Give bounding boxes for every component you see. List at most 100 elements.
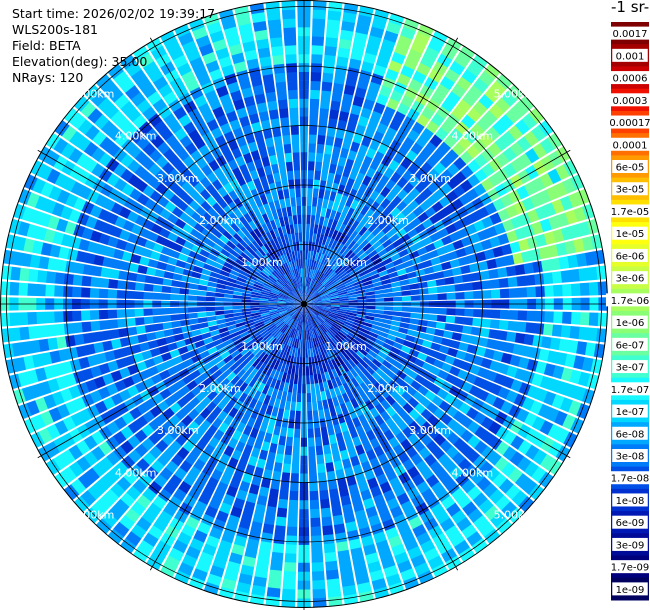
range-gate (188, 199, 201, 211)
range-gate (315, 327, 322, 337)
range-gate (367, 349, 378, 359)
range-gate (490, 80, 507, 97)
range-gate (486, 338, 498, 350)
range-gate (113, 348, 125, 360)
range-gate (495, 97, 511, 113)
range-gate (503, 342, 515, 354)
range-gate (124, 508, 141, 524)
range-gate (261, 287, 271, 292)
range-gate (307, 287, 313, 297)
range-gate (213, 429, 225, 441)
range-gate (287, 427, 294, 438)
range-gate (321, 300, 331, 303)
range-gate (345, 158, 355, 170)
range-gate (546, 185, 560, 201)
range-gate (354, 509, 367, 522)
range-gate (115, 357, 128, 369)
range-gate (539, 218, 553, 233)
range-gate (356, 248, 366, 258)
range-gate (114, 461, 129, 476)
range-gate (525, 322, 536, 334)
range-gate (498, 114, 514, 130)
range-gate (538, 246, 550, 260)
range-gate (372, 358, 382, 368)
range-gate (453, 437, 467, 452)
range-gate (204, 258, 216, 267)
range-gate (263, 333, 272, 341)
range-gate (326, 19, 341, 30)
range-gate (253, 283, 263, 289)
range-gate (347, 358, 357, 368)
range-gate (162, 322, 173, 330)
range-gate (47, 337, 59, 351)
range-gate (235, 322, 245, 328)
range-gate (172, 539, 188, 554)
range-gate (249, 367, 259, 378)
range-gate (230, 375, 240, 386)
range-gate (324, 246, 331, 256)
range-gate (328, 596, 343, 607)
range-gate (383, 489, 396, 502)
range-gate (444, 68, 460, 83)
range-gate (431, 113, 445, 127)
range-gate (279, 323, 287, 332)
range-gate (120, 440, 134, 455)
range-gate (385, 179, 397, 191)
range-gate (242, 314, 252, 319)
range-gate (329, 191, 337, 202)
range-gate (120, 168, 134, 182)
range-gate (217, 399, 228, 411)
range-gate (375, 298, 385, 302)
range-gate (386, 573, 402, 587)
range-gate (187, 307, 198, 313)
range-gate (310, 383, 316, 394)
range-gate (527, 209, 540, 223)
range-gate (338, 291, 348, 296)
range-gate (418, 281, 429, 289)
range-gate (343, 411, 352, 422)
range-gate (119, 260, 131, 271)
range-gate (187, 187, 200, 200)
range-gate (349, 230, 359, 241)
range-gate (495, 495, 511, 511)
range-gate (104, 246, 116, 258)
range-gate (306, 312, 310, 322)
range-gate (205, 360, 216, 370)
range-gate (412, 391, 425, 403)
range-gate (259, 296, 269, 300)
range-gate (419, 253, 431, 262)
range-gate (410, 40, 427, 54)
range-gate (202, 212, 213, 223)
range-gate (23, 238, 35, 253)
range-gate (245, 339, 255, 348)
range-gate (286, 306, 296, 310)
range-gate (311, 307, 321, 313)
range-gate (534, 323, 545, 335)
range-gate (461, 381, 474, 393)
range-gate (76, 212, 90, 226)
range-gate (201, 268, 212, 276)
range-gate (271, 286, 281, 293)
range-gate (569, 268, 580, 282)
range-gate (446, 163, 460, 176)
range-gate (336, 541, 349, 552)
range-gate (346, 316, 356, 322)
range-gate (156, 261, 167, 271)
range-gate (420, 408, 433, 421)
range-gate (118, 389, 132, 402)
colorbar-tick-label: 1.7e-09 (611, 563, 649, 574)
range-gate (508, 467, 524, 484)
range-gate (132, 352, 144, 364)
range-gate (206, 424, 218, 437)
range-gate (515, 473, 531, 489)
range-gate (497, 267, 508, 278)
range-gate (84, 252, 96, 265)
range-gate (340, 403, 349, 414)
range-gate (246, 324, 256, 331)
range-gate (250, 307, 260, 311)
range-gate (310, 278, 315, 288)
range-gate (256, 458, 266, 469)
range-gate (498, 277, 509, 288)
range-gate (374, 261, 385, 270)
range-gate (265, 334, 274, 343)
